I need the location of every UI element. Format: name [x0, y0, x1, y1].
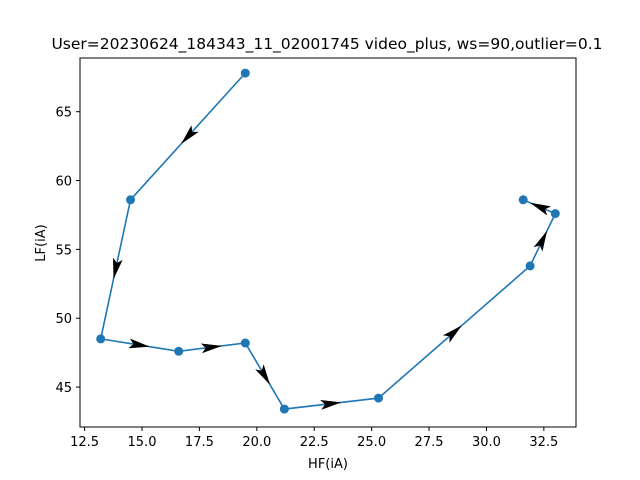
data-point	[174, 346, 184, 356]
x-tick-label: 15.0	[128, 435, 157, 450]
data-point	[240, 68, 250, 78]
data-point	[374, 393, 383, 403]
direction-arrow	[128, 338, 149, 349]
direction-arrow	[200, 343, 222, 354]
direction-arrow	[533, 231, 547, 252]
direction-arrow	[530, 202, 552, 216]
data-point	[279, 404, 289, 414]
data-point	[550, 209, 560, 219]
data-point	[525, 261, 535, 271]
y-tick-label: 65	[55, 106, 72, 121]
y-tick-label: 45	[55, 381, 72, 396]
y-axis: 45 50 55 60 65	[55, 106, 80, 396]
x-tick-label: 25.0	[357, 435, 386, 450]
y-axis-label: LF(iA)	[34, 224, 49, 261]
y-tick-label: 50	[55, 312, 72, 327]
chart-title: User=20230624_184343_11_02001745 video_p…	[51, 35, 602, 54]
direction-arrow	[181, 125, 199, 144]
direction-arrow	[255, 364, 270, 385]
x-tick-label: 27.5	[415, 435, 444, 450]
x-axis: 12.5 15.0 17.5 20.0 22.5 25.0 27.5 30.0 32.5	[70, 427, 558, 450]
data-point	[518, 195, 528, 205]
x-tick-label: 30.0	[472, 435, 501, 450]
x-tick-label: 32.5	[529, 435, 558, 450]
plot-area	[79, 57, 577, 428]
data-point	[240, 338, 250, 348]
x-axis-label: HF(iA)	[308, 457, 348, 472]
direction-arrow	[320, 399, 341, 410]
direction-arrow	[113, 257, 123, 279]
y-tick-label: 60	[55, 175, 72, 190]
data-point	[126, 195, 135, 205]
direction-arrow	[442, 325, 462, 343]
y-tick-label: 55	[55, 243, 72, 258]
x-tick-label: 22.5	[300, 435, 329, 450]
x-tick-label: 17.5	[185, 435, 214, 450]
x-tick-label: 20.0	[242, 435, 271, 450]
series-layer	[96, 68, 560, 414]
data-point	[96, 334, 106, 344]
x-tick-label: 12.5	[70, 435, 99, 450]
